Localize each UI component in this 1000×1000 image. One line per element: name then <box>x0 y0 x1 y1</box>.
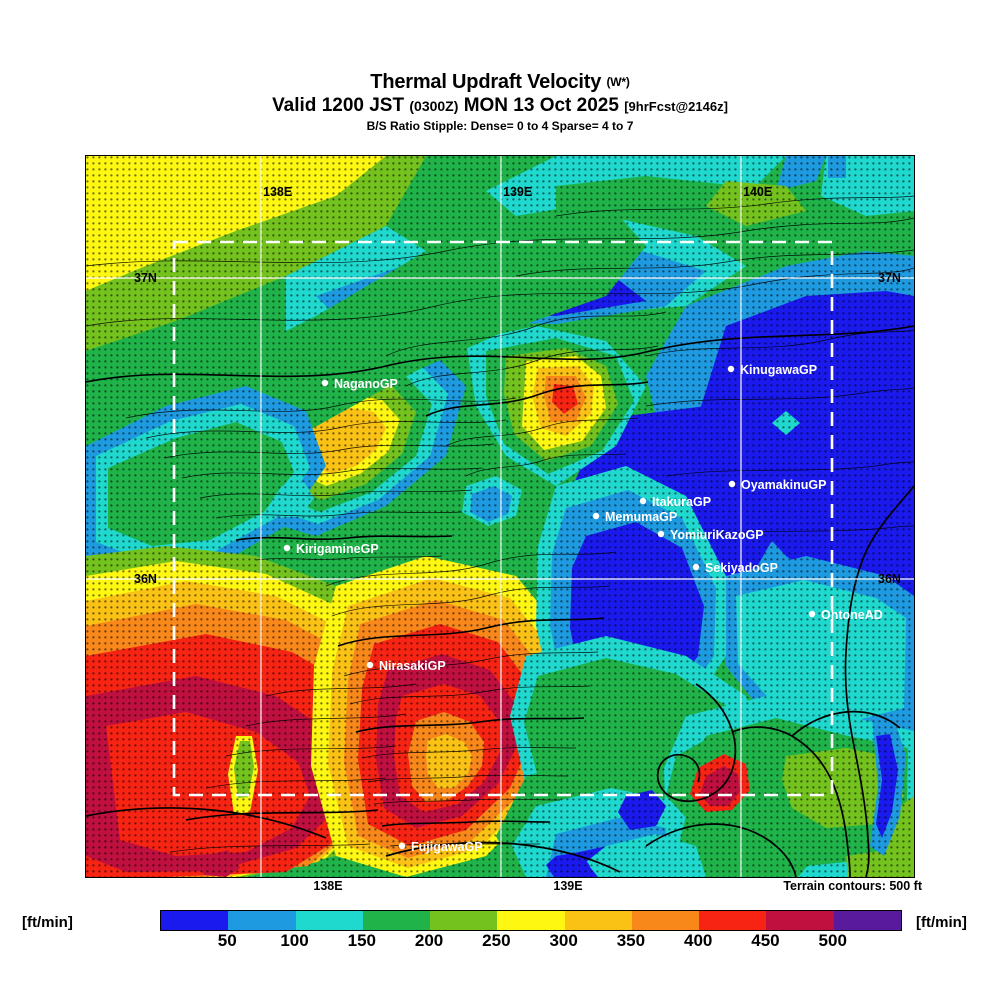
colorbar-tick-50: 50 <box>217 931 237 950</box>
map-labels: 138E 139E 140E 37N 37N 36N 36N <box>134 185 901 586</box>
forecast-tag: [9hrFcst@2146z] <box>624 99 728 114</box>
colorbar-tick-150: 150 <box>347 931 376 950</box>
colorbar-swatch-10[interactable] <box>833 911 901 930</box>
colorbar-tick-250: 250 <box>482 931 511 950</box>
station-label: FujigawaGP <box>411 840 483 854</box>
color-field <box>86 156 914 877</box>
valid-utc: (0300Z) <box>409 98 459 114</box>
page-title: Thermal Updraft Velocity (W*) <box>0 72 1000 92</box>
lat-label-36N-right: 36N <box>878 572 901 586</box>
lon-label-138E-top: 138E <box>263 185 292 199</box>
station-oyamakinu[interactable]: OyamakinuGP <box>728 478 827 492</box>
station-label: MemumaGP <box>605 510 677 524</box>
station-label: NaganoGP <box>334 377 398 391</box>
colorbar-swatch-7[interactable] <box>631 911 700 930</box>
valid-prefix: Valid 1200 JST <box>272 95 405 116</box>
station-dot <box>728 480 736 488</box>
colorbar-tick-200: 200 <box>414 931 444 950</box>
colorbar-swatch-0[interactable] <box>161 911 229 930</box>
station-nagano[interactable]: NaganoGP <box>321 377 398 391</box>
station-ohtone[interactable]: OhtoneAD <box>808 608 883 622</box>
title-block: Thermal Updraft Velocity (W*) Valid 1200… <box>0 0 1000 133</box>
valid-date: MON 13 Oct 2025 <box>463 95 619 116</box>
station-dot <box>592 512 600 520</box>
subdomain-box <box>172 240 834 797</box>
station-nirasaki[interactable]: NirasakiGP <box>366 659 446 673</box>
map-canvas[interactable]: 138E 139E 140E 37N 37N 36N 36N NaganoGP … <box>86 156 914 877</box>
bottom-lon-labels: 138E 139E <box>85 879 915 897</box>
colorbar-swatches[interactable] <box>160 910 902 931</box>
coastline <box>86 485 914 877</box>
station-dot <box>321 379 329 387</box>
colorbar-unit-right: [ft/min] <box>916 914 967 931</box>
lon-label-139E-top: 139E <box>503 185 532 199</box>
valid-time-line: Valid 1200 JST (0300Z) MON 13 Oct 2025 [… <box>0 96 1000 117</box>
stipple-legend-note: B/S Ratio Stipple: Dense= 0 to 4 Sparse=… <box>366 119 634 133</box>
colorbar-swatch-5[interactable] <box>497 911 565 930</box>
colorbar-swatch-6[interactable] <box>564 911 632 930</box>
station-label: OhtoneAD <box>821 608 883 622</box>
lon-label-140E-top: 140E <box>743 185 772 199</box>
colorbar-tick-100: 100 <box>280 931 309 950</box>
lon-label-138E-bottom: 138E <box>313 879 343 893</box>
graticule <box>86 156 914 877</box>
bs-ratio-stipple <box>86 156 914 877</box>
forecast-map[interactable]: 138E 139E 140E 37N 37N 36N 36N NaganoGP … <box>85 155 915 878</box>
station-yomiurikazo[interactable]: YomiuriKazoGP <box>657 528 764 542</box>
colorbar-tick-350: 350 <box>616 931 646 950</box>
colorbar-unit-left: [ft/min] <box>22 914 73 931</box>
station-itakura[interactable]: ItakuraGP <box>639 495 711 509</box>
main-title-text: Thermal Updraft Velocity <box>370 71 602 93</box>
station-dot <box>398 842 406 850</box>
station-dot <box>657 530 665 538</box>
station-label: YomiuriKazoGP <box>670 528 764 542</box>
colorbar-swatch-3[interactable] <box>362 911 431 930</box>
station-dot <box>283 544 291 552</box>
station-label: OyamakinuGP <box>741 478 826 492</box>
w-star-superscript: (W*) <box>606 75 630 89</box>
lon-label-139E-bottom: 139E <box>553 879 583 893</box>
terrain-contour-note: Terrain contours: 500 ft <box>783 879 922 893</box>
lat-label-36N-left: 36N <box>134 572 157 586</box>
colorbar-tick-300: 300 <box>549 931 578 950</box>
station-dot <box>692 563 700 571</box>
station-kirigamine[interactable]: KirigamineGP <box>283 542 379 556</box>
colorbar-tick-500: 500 <box>818 931 847 950</box>
colorbar-swatch-2[interactable] <box>295 911 363 930</box>
station-dot <box>366 661 374 669</box>
colorbar-tick-labels: 50 100 150 200 250 300 350 400 450 500 <box>160 931 900 953</box>
colorbar-tick-400: 400 <box>683 931 713 950</box>
station-label: ItakuraGP <box>652 495 711 509</box>
station-markers[interactable]: NaganoGP KinugawaGP OyamakinuGP ItakuraG… <box>283 363 883 854</box>
colorbar-swatch-4[interactable] <box>430 911 498 930</box>
colorbar-legend: [ft/min] [ft/min] 50 100 150 200 250 300 350 40… <box>0 905 1000 955</box>
station-dot <box>639 497 647 505</box>
lat-label-37N-left: 37N <box>134 271 157 285</box>
colorbar-swatch-8[interactable] <box>699 911 767 930</box>
station-dot <box>808 610 816 618</box>
colorbar-swatch-9[interactable] <box>766 911 834 930</box>
station-memuma[interactable]: MemumaGP <box>592 510 677 524</box>
lat-label-37N-right: 37N <box>878 271 901 285</box>
station-label: KirigamineGP <box>296 542 379 556</box>
station-label: SekiyadoGP <box>705 561 778 575</box>
station-kinugawa[interactable]: KinugawaGP <box>727 363 817 377</box>
station-dot <box>727 365 735 373</box>
station-fujigawa[interactable]: FujigawaGP <box>398 840 483 854</box>
colorbar-tick-450: 450 <box>751 931 780 950</box>
station-label: KinugawaGP <box>740 363 817 377</box>
station-sekiyado[interactable]: SekiyadoGP <box>692 561 778 575</box>
station-label: NirasakiGP <box>379 659 446 673</box>
terrain-contours <box>86 195 914 853</box>
colorbar-swatch-1[interactable] <box>228 911 296 930</box>
